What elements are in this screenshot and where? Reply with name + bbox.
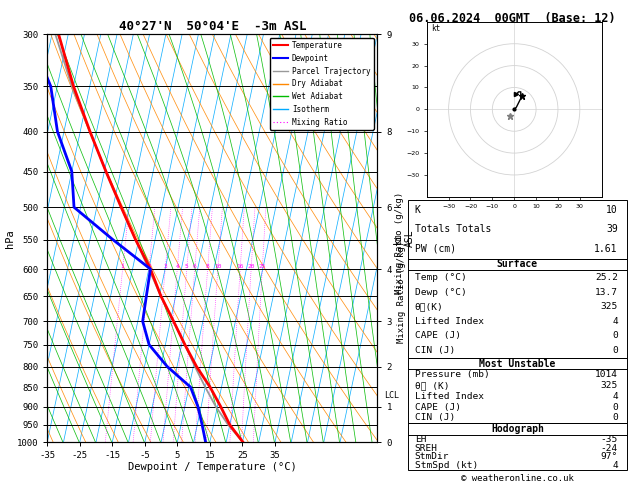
Text: CAPE (J): CAPE (J)	[415, 402, 460, 412]
Text: 39: 39	[606, 225, 618, 234]
Bar	[408, 358, 626, 423]
Text: Most Unstable: Most Unstable	[479, 359, 555, 368]
Text: Pressure (mb): Pressure (mb)	[415, 370, 489, 379]
Text: © weatheronline.co.uk: © weatheronline.co.uk	[461, 474, 574, 483]
Text: 325: 325	[601, 381, 618, 390]
Bar	[408, 259, 626, 358]
Text: 13.7: 13.7	[595, 288, 618, 296]
Text: StmDir: StmDir	[415, 452, 449, 461]
Text: SREH: SREH	[415, 444, 438, 452]
Text: 4: 4	[612, 461, 618, 470]
Text: 2: 2	[147, 264, 151, 269]
Legend: Temperature, Dewpoint, Parcel Trajectory, Dry Adiabat, Wet Adiabat, Isotherm, Mi: Temperature, Dewpoint, Parcel Trajectory…	[270, 38, 374, 130]
Text: 1: 1	[121, 264, 125, 269]
Text: 25.2: 25.2	[595, 273, 618, 282]
Text: θᴇ (K): θᴇ (K)	[415, 381, 449, 390]
Y-axis label: km
ASL: km ASL	[393, 229, 415, 247]
X-axis label: Dewpoint / Temperature (°C): Dewpoint / Temperature (°C)	[128, 462, 297, 472]
Text: 16: 16	[237, 264, 244, 269]
Text: 0: 0	[612, 414, 618, 422]
Text: -24: -24	[601, 444, 618, 452]
Text: LCL: LCL	[384, 391, 399, 399]
Text: EH: EH	[415, 435, 426, 444]
Text: 325: 325	[601, 302, 618, 311]
Text: Totals Totals: Totals Totals	[415, 225, 491, 234]
Bar	[408, 423, 626, 470]
Text: CIN (J): CIN (J)	[415, 346, 455, 355]
Text: kt: kt	[431, 24, 440, 33]
Text: 4: 4	[612, 317, 618, 326]
Text: Dewp (°C): Dewp (°C)	[415, 288, 466, 296]
Text: 4: 4	[175, 264, 179, 269]
Text: -35: -35	[601, 435, 618, 444]
Text: Lifted Index: Lifted Index	[415, 392, 484, 401]
Text: Temp (°C): Temp (°C)	[415, 273, 466, 282]
Text: 6: 6	[193, 264, 197, 269]
Text: 20: 20	[247, 264, 255, 269]
Text: Mixing Ratio (g/kg): Mixing Ratio (g/kg)	[397, 241, 406, 343]
Text: 5: 5	[185, 264, 189, 269]
Text: 10: 10	[214, 264, 221, 269]
Text: 1014: 1014	[595, 370, 618, 379]
Text: Surface: Surface	[497, 260, 538, 269]
Text: 06.06.2024  00GMT  (Base: 12): 06.06.2024 00GMT (Base: 12)	[409, 12, 616, 25]
Text: 97°: 97°	[601, 452, 618, 461]
Text: PW (cm): PW (cm)	[415, 244, 456, 254]
Text: 3: 3	[164, 264, 167, 269]
Text: Lifted Index: Lifted Index	[415, 317, 484, 326]
Text: CIN (J): CIN (J)	[415, 414, 455, 422]
Title: 40°27'N  50°04'E  -3m ASL: 40°27'N 50°04'E -3m ASL	[118, 20, 306, 33]
Text: Mixing Ratio (g/kg): Mixing Ratio (g/kg)	[395, 192, 404, 294]
Text: 0: 0	[612, 402, 618, 412]
Bar	[408, 200, 626, 259]
Text: K: K	[415, 205, 421, 215]
Text: 0: 0	[612, 331, 618, 340]
Text: 8: 8	[206, 264, 209, 269]
Text: 10: 10	[606, 205, 618, 215]
Text: 0: 0	[612, 346, 618, 355]
Text: 1.61: 1.61	[594, 244, 618, 254]
Text: StmSpd (kt): StmSpd (kt)	[415, 461, 478, 470]
Text: 4: 4	[612, 392, 618, 401]
Text: Hodograph: Hodograph	[491, 424, 544, 434]
Text: 25: 25	[259, 264, 266, 269]
Text: θᴇ(K): θᴇ(K)	[415, 302, 443, 311]
Y-axis label: hPa: hPa	[5, 229, 15, 247]
Text: CAPE (J): CAPE (J)	[415, 331, 460, 340]
